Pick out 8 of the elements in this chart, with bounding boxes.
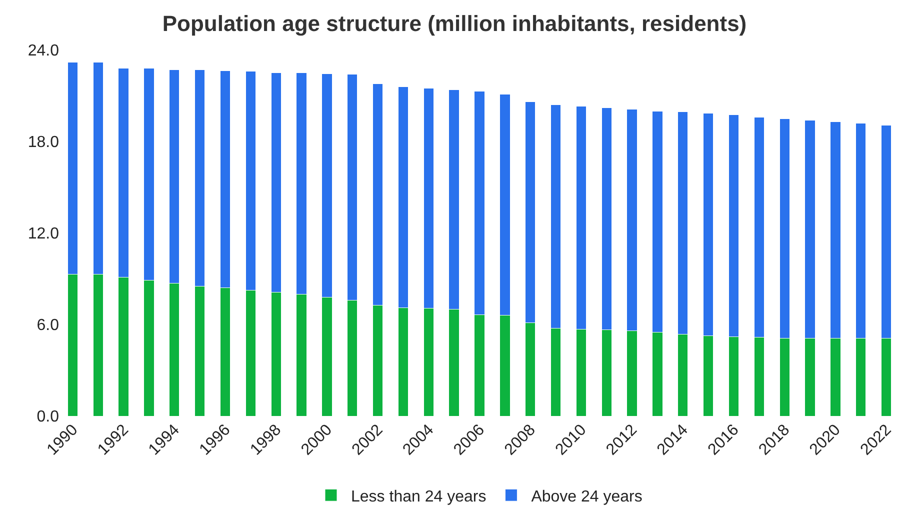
- chart-title: Population age structure (million inhabitants, residents): [162, 11, 747, 36]
- y-tick-label: 6.0: [36, 317, 60, 334]
- y-tick-label: 0.0: [36, 408, 60, 426]
- y-tick-label: 18.0: [28, 134, 60, 152]
- legend-label: Less than 24 years: [351, 488, 486, 506]
- y-tick-label: 24.0: [28, 42, 60, 60]
- y-tick-label: 12.0: [28, 226, 60, 243]
- legend-label: Above 24 years: [531, 488, 642, 506]
